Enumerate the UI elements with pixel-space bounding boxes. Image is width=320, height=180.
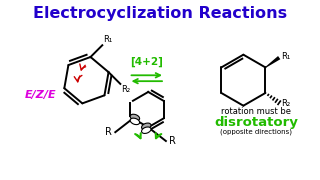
Text: [4+2]: [4+2] — [130, 57, 163, 68]
Text: Electrocyclization Reactions: Electrocyclization Reactions — [33, 6, 287, 21]
Ellipse shape — [130, 118, 140, 125]
Ellipse shape — [130, 114, 140, 121]
Text: R₂: R₂ — [121, 85, 131, 94]
Text: R₁: R₁ — [103, 35, 113, 44]
Text: R₁: R₁ — [281, 52, 291, 61]
Ellipse shape — [141, 127, 151, 133]
Polygon shape — [265, 56, 280, 68]
Text: R: R — [169, 136, 176, 146]
Text: disrotatory: disrotatory — [214, 116, 298, 129]
Text: (opposite directions): (opposite directions) — [220, 129, 292, 135]
Ellipse shape — [141, 123, 151, 130]
Text: R₂: R₂ — [281, 99, 290, 108]
Text: rotation must be: rotation must be — [221, 107, 291, 116]
Text: E/Z/E: E/Z/E — [25, 90, 56, 100]
Text: R: R — [106, 127, 112, 137]
